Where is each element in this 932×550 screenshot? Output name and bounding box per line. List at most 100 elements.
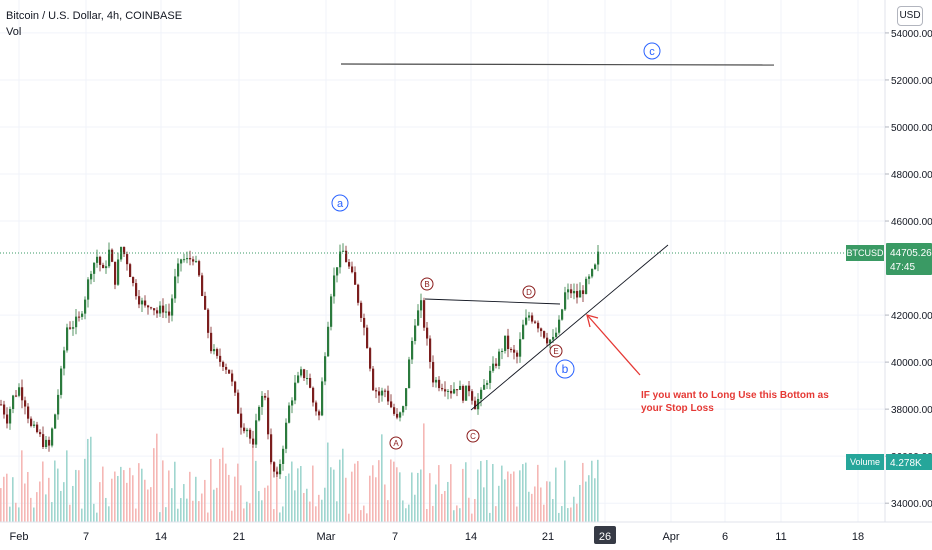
volume-bar: [156, 433, 158, 522]
volume-bar: [321, 499, 323, 522]
volume-bar: [162, 460, 164, 522]
volume-bar: [411, 472, 413, 522]
volume-bar: [504, 479, 506, 522]
wave-label-a[interactable]: a: [331, 194, 349, 212]
volume-bar: [216, 487, 218, 522]
y-tick-label: 34000.00: [891, 499, 932, 510]
volume-bar: [57, 468, 59, 522]
volume-bar: [327, 442, 329, 522]
volume-bar: [336, 501, 338, 522]
candle-body: [243, 427, 246, 432]
volume-bar: [114, 471, 116, 522]
volume-bar: [585, 481, 587, 522]
candle-body: [444, 389, 447, 392]
candle-body: [312, 387, 315, 403]
candle-body: [561, 309, 564, 320]
volume-bar: [564, 460, 566, 522]
y-tick-label: 46000.00: [891, 217, 932, 228]
volume-indicator-label[interactable]: Vol: [6, 26, 22, 38]
volume-bar: [39, 481, 41, 522]
volume-bar: [75, 469, 77, 522]
candle-body: [36, 424, 39, 433]
candle-body: [249, 429, 252, 439]
volume-bar: [372, 465, 374, 522]
candle-body: [417, 310, 420, 326]
symbol-title[interactable]: Bitcoin / U.S. Dollar, 4h, COINBASE: [6, 10, 183, 22]
volume-bar: [123, 470, 125, 522]
volume-bar: [3, 476, 5, 522]
candle-body: [372, 368, 375, 391]
candle-body: [15, 395, 18, 397]
wave-label-D[interactable]: D: [522, 285, 536, 299]
candle-body: [108, 249, 111, 267]
volume-bar: [339, 459, 341, 522]
candle-body: [39, 432, 42, 435]
candle-body: [537, 322, 540, 329]
candle-body: [369, 348, 372, 369]
wave-label-B[interactable]: B: [420, 277, 434, 291]
candle-body: [336, 267, 339, 276]
candle-body: [219, 355, 222, 362]
wave-label-E[interactable]: E: [549, 344, 563, 358]
currency-button[interactable]: USD: [897, 6, 923, 26]
volume-bar: [315, 506, 317, 522]
volume-bar: [390, 459, 392, 522]
wave-label-A[interactable]: A: [389, 436, 403, 450]
volume-bar: [447, 481, 449, 522]
candle-body: [246, 429, 249, 432]
candle-body: [486, 382, 489, 385]
x-tick-label: 7: [392, 531, 398, 543]
volume-bar: [219, 458, 221, 522]
candle-body: [207, 309, 210, 333]
volume-bar: [240, 485, 242, 522]
volume-bar: [210, 459, 212, 522]
wave-label-b[interactable]: b: [555, 359, 575, 379]
candle-body: [525, 317, 528, 325]
volume-bar: [213, 489, 215, 522]
annotation-line-2: your Stop Loss: [641, 403, 714, 414]
x-tick-label: Mar: [317, 531, 336, 543]
x-tick-label: 18: [852, 531, 864, 543]
y-tick-label: 48000.00: [891, 170, 932, 181]
volume-bar: [33, 507, 35, 522]
candle-body: [60, 368, 63, 395]
volume-bar: [546, 481, 548, 522]
svg-text:D: D: [526, 288, 532, 297]
volume-bar: [531, 493, 533, 522]
candle-body: [228, 369, 231, 374]
volume-bar: [84, 458, 86, 522]
volume-bar: [495, 506, 497, 522]
candle-body: [162, 305, 165, 313]
volume-bar: [486, 460, 488, 522]
candle-body: [111, 249, 114, 262]
volume-bar: [426, 508, 428, 522]
volume-bar: [108, 506, 110, 522]
svg-text:a: a: [337, 198, 344, 210]
candle-body: [330, 296, 333, 327]
volume-bar: [402, 500, 404, 522]
wave-label-C[interactable]: C: [466, 429, 480, 443]
volume-bar: [330, 467, 332, 522]
volume-bar: [204, 479, 206, 522]
candle-body: [447, 390, 450, 392]
candle-body: [324, 356, 327, 382]
candle-body: [396, 413, 399, 418]
volume-bar: [27, 472, 29, 522]
candle-body: [393, 407, 396, 414]
candle-body: [453, 389, 456, 394]
candle-body: [222, 361, 225, 367]
svg-text:47:45: 47:45: [890, 262, 915, 273]
volume-bar: [21, 450, 23, 522]
svg-text:E: E: [553, 347, 558, 356]
candle-body: [456, 389, 459, 391]
volume-bar: [270, 438, 272, 522]
candle-body: [21, 387, 24, 401]
volume-bar: [354, 463, 356, 522]
candle-body: [405, 388, 408, 407]
candle-body: [408, 359, 411, 389]
volume-bar: [132, 475, 134, 522]
wave-label-c[interactable]: c: [643, 42, 661, 60]
candle-body: [48, 439, 51, 446]
candle-body: [42, 434, 45, 447]
